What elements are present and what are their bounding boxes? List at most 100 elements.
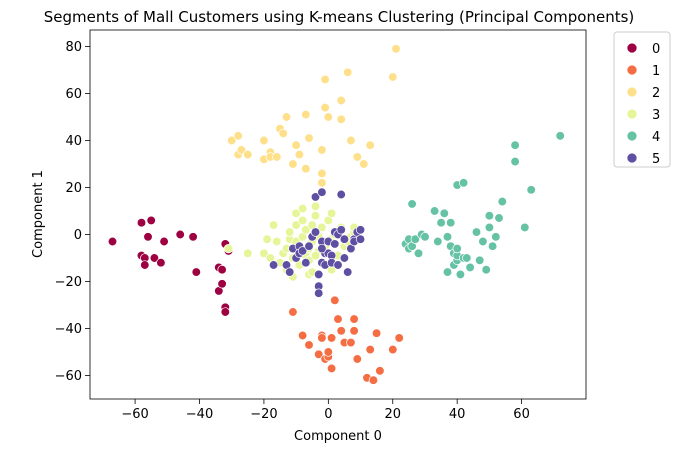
point-cluster-4 (465, 262, 475, 273)
point-cluster-3 (317, 222, 327, 233)
point-cluster-2 (278, 128, 288, 139)
point-cluster-4 (436, 218, 446, 228)
point-cluster-5 (355, 234, 366, 244)
point-cluster-1 (288, 307, 298, 317)
point-cluster-4 (487, 241, 498, 251)
point-cluster-2 (259, 135, 269, 146)
point-cluster-4 (410, 234, 420, 244)
point-cluster-1 (297, 330, 308, 341)
point-cluster-4 (446, 218, 456, 228)
legend-label-4: 4 (652, 130, 660, 145)
point-cluster-1 (330, 295, 340, 305)
x-axis: −60 −40 −20 0 20 40 60 (121, 399, 530, 422)
point-cluster-1 (365, 344, 375, 355)
y-tick-label: −60 (55, 369, 82, 384)
point-cluster-1 (368, 375, 379, 385)
point-cluster-5 (336, 189, 346, 200)
point-cluster-3 (326, 208, 337, 218)
data-points (107, 44, 565, 385)
point-cluster-1 (352, 354, 362, 364)
point-cluster-2 (320, 74, 330, 85)
point-cluster-0 (220, 307, 230, 317)
point-cluster-3 (297, 215, 308, 226)
point-cluster-0 (143, 232, 153, 242)
point-cluster-3 (310, 201, 321, 211)
point-cluster-5 (301, 258, 311, 268)
point-cluster-4 (491, 232, 501, 242)
point-cluster-1 (388, 344, 398, 355)
legend-marker-0 (626, 42, 638, 54)
point-cluster-5 (310, 192, 321, 202)
y-tick-label: −20 (55, 275, 82, 290)
point-cluster-4 (481, 265, 491, 275)
x-tick-label: 60 (513, 407, 530, 422)
y-tick-label: −40 (55, 322, 82, 337)
point-cluster-3 (262, 234, 272, 244)
point-cluster-5 (317, 243, 327, 254)
point-cluster-4 (520, 222, 530, 233)
point-cluster-3 (285, 227, 295, 237)
point-cluster-5 (330, 239, 340, 249)
point-cluster-5 (343, 267, 353, 277)
point-cluster-1 (346, 337, 356, 348)
point-cluster-2 (359, 159, 369, 169)
x-tick-label: −60 (121, 407, 148, 422)
point-cluster-0 (156, 258, 166, 268)
y-axis-title: Component 1 (31, 170, 46, 258)
legend-marker-4 (626, 130, 638, 142)
point-cluster-1 (304, 340, 314, 350)
point-cluster-4 (510, 156, 520, 167)
point-cluster-5 (333, 260, 343, 270)
point-cluster-4 (455, 269, 466, 280)
point-cluster-2 (227, 135, 237, 146)
point-cluster-2 (336, 114, 346, 124)
point-cluster-2 (291, 140, 301, 150)
point-cluster-3 (297, 203, 308, 214)
plot-frame (89, 29, 587, 400)
point-cluster-4 (555, 131, 565, 141)
point-cluster-3 (259, 248, 269, 258)
point-cluster-3 (310, 250, 321, 261)
x-tick-label: −40 (186, 407, 213, 422)
point-cluster-3 (268, 220, 279, 230)
point-cluster-1 (336, 326, 346, 336)
point-cluster-2 (336, 95, 346, 106)
point-cluster-2 (323, 112, 333, 122)
y-axis: −60 −40 −20 0 20 40 60 80 (55, 40, 90, 384)
point-cluster-5 (268, 260, 279, 270)
point-cluster-2 (343, 67, 353, 77)
x-tick-label: −20 (250, 407, 277, 422)
point-cluster-3 (291, 208, 301, 218)
point-cluster-4 (484, 222, 495, 233)
point-cluster-2 (272, 152, 282, 162)
point-cluster-2 (352, 152, 362, 162)
point-cluster-2 (304, 133, 314, 143)
point-cluster-1 (333, 314, 343, 324)
legend-marker-2 (626, 86, 638, 98)
y-tick-label: 60 (65, 87, 82, 102)
point-cluster-4 (442, 267, 453, 277)
point-cluster-4 (442, 232, 453, 242)
point-cluster-3 (291, 220, 301, 230)
point-cluster-4 (497, 196, 507, 207)
point-cluster-0 (149, 253, 160, 263)
y-tick-label: 0 (74, 228, 82, 243)
point-cluster-0 (146, 215, 156, 226)
x-axis-title: Component 0 (294, 429, 382, 444)
point-cluster-5 (310, 227, 321, 237)
point-cluster-2 (294, 149, 305, 160)
y-tick-label: 80 (65, 40, 82, 55)
chart-title: Segments of Mall Customers using K-means… (44, 8, 635, 26)
point-cluster-2 (346, 135, 356, 146)
point-cluster-1 (375, 366, 385, 376)
point-cluster-2 (236, 145, 247, 155)
point-cluster-1 (314, 349, 324, 359)
point-cluster-1 (323, 347, 333, 357)
point-cluster-2 (317, 168, 327, 179)
legend-label-2: 2 (652, 86, 660, 101)
point-cluster-2 (233, 131, 243, 141)
point-cluster-4 (413, 248, 424, 258)
point-cluster-4 (439, 208, 449, 218)
point-cluster-2 (317, 178, 327, 188)
point-cluster-4 (429, 206, 440, 216)
